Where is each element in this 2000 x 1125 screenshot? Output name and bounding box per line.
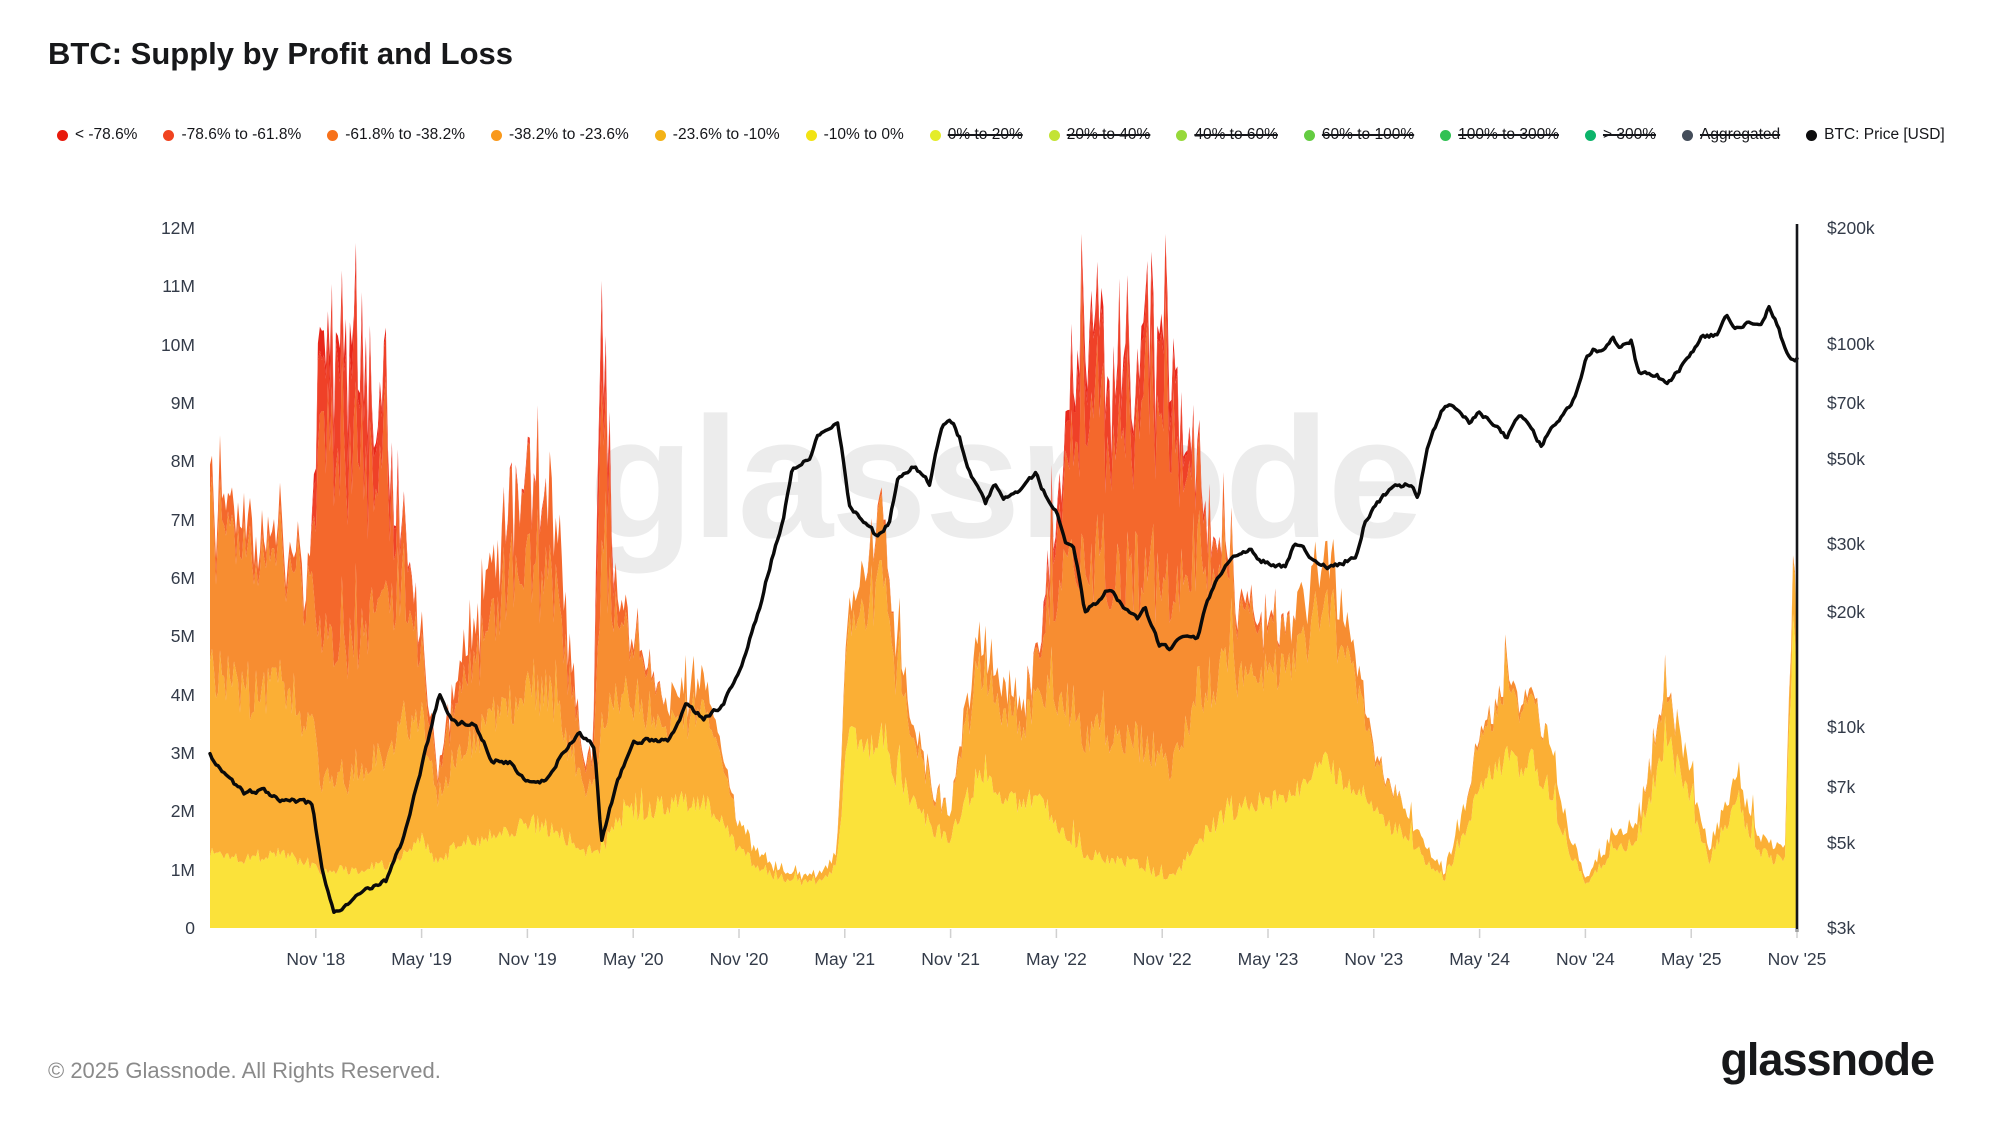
legend-item-9[interactable]: 60% to 100% bbox=[1303, 126, 1415, 144]
legend-item-1[interactable]: -78.6% to -61.8% bbox=[163, 126, 301, 144]
legend-dot bbox=[327, 129, 339, 141]
legend-dot bbox=[1303, 129, 1315, 141]
legend-item-label: 40% to 60% bbox=[1194, 126, 1278, 143]
y-axis-left-label: 5M bbox=[170, 626, 195, 647]
y-axis-left-label: 10M bbox=[160, 334, 195, 355]
y-axis-left-label: 12M bbox=[160, 218, 195, 238]
legend-item-label: < -78.6% bbox=[75, 126, 138, 143]
legend-dot bbox=[1584, 129, 1596, 141]
legend-item-11[interactable]: > 300% bbox=[1584, 126, 1656, 144]
y-axis-left-label: 2M bbox=[170, 801, 195, 822]
y-axis-left-label: 8M bbox=[170, 451, 195, 472]
y-axis-right-label: $5k bbox=[1827, 832, 1856, 853]
legend-item-label: 100% to 300% bbox=[1458, 126, 1559, 143]
y-axis-right-label: $10k bbox=[1827, 717, 1865, 738]
legend-item-2[interactable]: -61.8% to -38.2% bbox=[327, 126, 465, 144]
x-axis-label: Nov '21 bbox=[921, 949, 980, 969]
y-axis-left-label: 0 bbox=[185, 918, 195, 938]
legend-item-label: 0% to 20% bbox=[947, 126, 1023, 143]
legend-item-label: 60% to 100% bbox=[1321, 126, 1415, 143]
legend-item-label: -78.6% to -61.8% bbox=[181, 126, 302, 143]
legend-item-12[interactable]: Aggregated bbox=[1681, 126, 1781, 144]
legend-item-13[interactable]: BTC: Price [USD] bbox=[1806, 126, 1945, 144]
y-axis-left-label: 1M bbox=[170, 859, 195, 880]
btc-price-line bbox=[208, 305, 1799, 914]
legend-item-label: -23.6% to -10% bbox=[672, 126, 780, 143]
y-axis-left-label: 11M bbox=[162, 276, 195, 297]
legend-dot bbox=[805, 129, 817, 141]
loss-band-area bbox=[210, 476, 1797, 880]
legend-item-label: -38.2% to -23.6% bbox=[509, 126, 629, 143]
legend-dot bbox=[1806, 129, 1818, 141]
legend-item-0[interactable]: < -78.6% bbox=[57, 126, 137, 144]
y-axis-right-label: $30k bbox=[1827, 534, 1865, 555]
legend-item-label: 20% to 40% bbox=[1066, 126, 1151, 143]
y-axis-right-label: $3k bbox=[1827, 918, 1856, 938]
legend-item-label: -61.8% to -38.2% bbox=[345, 126, 466, 143]
legend-item-3[interactable]: -38.2% to -23.6% bbox=[491, 126, 629, 144]
legend-item-5[interactable]: -10% to 0% bbox=[805, 126, 904, 144]
y-axis-right-label: $100k bbox=[1827, 333, 1875, 354]
y-axis-left-label: 4M bbox=[170, 684, 195, 705]
legend-dot bbox=[654, 129, 666, 141]
legend-dot bbox=[1440, 129, 1452, 141]
glassnode-logo: glassnode bbox=[1720, 1034, 1935, 1085]
copyright-text: © 2025 Glassnode. All Rights Reserved. bbox=[48, 1058, 441, 1083]
legend-item-6[interactable]: 0% to 20% bbox=[929, 126, 1023, 144]
x-axis-label: Nov '25 bbox=[1767, 949, 1827, 969]
y-axis-right-label: $200k bbox=[1827, 218, 1875, 238]
x-axis-label: Nov '19 bbox=[497, 949, 557, 969]
y-axis-left-label: 3M bbox=[170, 743, 195, 763]
y-axis-left-label: 6M bbox=[170, 568, 195, 588]
legend-dot bbox=[1176, 129, 1188, 141]
y-axis-right-label: $50k bbox=[1827, 449, 1865, 470]
legend-dot bbox=[929, 129, 941, 141]
page-title: BTC: Supply by Profit and Loss bbox=[48, 36, 514, 71]
legend-dot bbox=[491, 129, 503, 141]
legend-item-label: -10% to 0% bbox=[823, 126, 904, 143]
x-axis-label: May '24 bbox=[1449, 949, 1510, 969]
legend-item-10[interactable]: 100% to 300% bbox=[1440, 126, 1559, 144]
legend-item-label: Aggregated bbox=[1699, 126, 1781, 143]
x-axis-label: Nov '18 bbox=[286, 949, 346, 969]
x-axis-label: May '21 bbox=[814, 949, 876, 969]
legend-item-4[interactable]: -23.6% to -10% bbox=[654, 126, 780, 144]
x-axis-label: Nov '22 bbox=[1132, 949, 1192, 969]
x-axis-label: May '22 bbox=[1026, 949, 1087, 969]
legend-dot bbox=[1048, 129, 1060, 141]
y-axis-right-label: $70k bbox=[1827, 392, 1865, 413]
x-axis-label: May '20 bbox=[602, 949, 664, 969]
x-axis-label: May '19 bbox=[391, 949, 452, 969]
x-axis-label: Nov '23 bbox=[1344, 949, 1404, 969]
loss-band-area bbox=[210, 613, 1797, 928]
chart-legend: < -78.6% -78.6% to -61.8% -61.8% to -38.2%… bbox=[57, 126, 1945, 144]
x-axis-label: May '23 bbox=[1237, 949, 1299, 969]
legend-item-label: BTC: Price [USD] bbox=[1824, 126, 1945, 143]
y-axis-left-label: 7M bbox=[170, 509, 195, 530]
x-axis-label: Nov '24 bbox=[1555, 949, 1615, 969]
legend-dot bbox=[57, 129, 68, 141]
x-axis-label: Nov '20 bbox=[709, 949, 769, 969]
legend-item-label: > 300% bbox=[1602, 126, 1656, 143]
y-axis-left-label: 9M bbox=[170, 393, 195, 413]
legend-item-7[interactable]: 20% to 40% bbox=[1048, 126, 1151, 144]
loss-band-area bbox=[210, 560, 1797, 886]
y-axis-right-label: $7k bbox=[1827, 776, 1856, 797]
y-axis-right-label: $20k bbox=[1827, 601, 1865, 622]
legend-dot bbox=[163, 129, 175, 141]
legend-dot bbox=[1681, 129, 1693, 141]
legend-item-8[interactable]: 40% to 60% bbox=[1176, 126, 1278, 144]
x-axis-label: May '25 bbox=[1660, 949, 1722, 969]
